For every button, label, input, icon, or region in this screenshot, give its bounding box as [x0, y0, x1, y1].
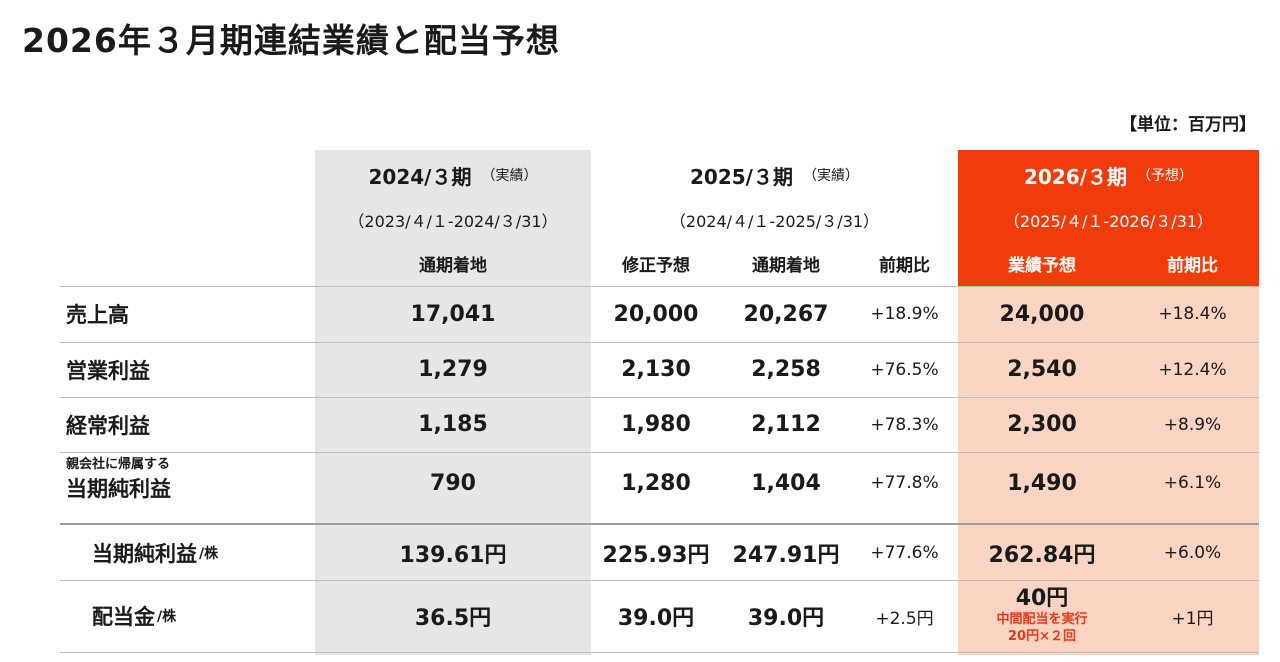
fy2026-col-yoy: 前期比	[1167, 255, 1218, 276]
row-label-ordinary-profit: 経常利益	[66, 413, 150, 438]
eps-fy2025-actual: 247.91円	[732, 542, 840, 568]
dividend-fy2026-yoy: +1円	[1171, 608, 1214, 629]
fy2026-year: 2026/３期	[1024, 164, 1127, 189]
eps-fy2026-yoy: +6.0%	[1163, 542, 1222, 563]
net-fy2026-yoy: +6.1%	[1163, 473, 1222, 493]
eps-fy2025-revised: 225.93円	[602, 542, 710, 568]
fy2024-year-header: 2024/３期 （実績）	[315, 150, 591, 200]
fy2024-period: （2023/４/１-2024/３/31）	[348, 212, 558, 231]
unit-label: 【単位：百万円】	[1120, 115, 1256, 135]
fy2024-year: 2024/３期	[368, 164, 472, 189]
net-fy2026-forecast: 1,490	[1007, 470, 1077, 496]
dividend-fy2025-actual: 39.0円	[747, 606, 825, 631]
op-fy2026-forecast: 2,540	[1007, 357, 1077, 382]
row-label-dividend: 配当金/株	[92, 580, 176, 652]
net-fy2025-revised: 1,280	[621, 470, 691, 496]
sales-fy2025-revised: 20,000	[613, 301, 699, 327]
net-fy2024: 790	[430, 470, 476, 496]
dividend-interim-breakdown: 20円×２回	[1008, 629, 1076, 644]
ordinary-fy2025-actual: 2,112	[751, 412, 821, 437]
ordinary-fy2024: 1,185	[418, 412, 488, 437]
row-divider	[60, 452, 1259, 453]
fy2025-year-header: 2025/３期 （実績）	[591, 150, 958, 200]
fy2025-col-revised: 修正予想	[622, 255, 690, 276]
row-label-dividend-main: 配当金	[92, 605, 155, 629]
eps-fy2024: 139.61円	[399, 542, 507, 568]
fy2026-header-background	[958, 150, 1259, 286]
row-label-eps-per: /株	[199, 545, 219, 562]
row-divider	[60, 652, 1259, 653]
section-divider	[60, 523, 1259, 525]
net-fy2025-yoy: +77.8%	[870, 473, 939, 493]
dividend-fy2025-yoy: +2.5円	[875, 608, 934, 629]
sales-fy2025-actual: 20,267	[743, 301, 829, 327]
fy2026-period: （2025/４/１-2026/３/31）	[1003, 212, 1214, 231]
dividend-fy2025-revised: 39.0円	[617, 606, 695, 631]
row-label-eps: 当期純利益/株	[92, 525, 218, 580]
net-fy2025-actual: 1,404	[751, 470, 821, 496]
ordinary-fy2026-yoy: +8.9%	[1163, 414, 1222, 435]
fy2025-col-yoy: 前期比	[879, 255, 930, 276]
op-fy2025-actual: 2,258	[751, 357, 821, 382]
dividend-fy2024: 36.5円	[414, 606, 492, 631]
op-fy2025-revised: 2,130	[621, 357, 691, 382]
ordinary-fy2025-revised: 1,980	[621, 412, 691, 437]
dividend-fy2026-forecast: 40円	[1015, 586, 1069, 611]
page-title: 2026年３月期連結業績と配当予想	[22, 21, 560, 60]
dividend-fy2026-forecast-cell: 40円 中間配当を実行 20円×２回	[958, 580, 1126, 652]
eps-fy2026-forecast: 262.84円	[988, 542, 1096, 568]
sales-fy2026-yoy: +18.4%	[1158, 304, 1227, 324]
row-divider	[60, 342, 1259, 343]
row-divider	[60, 397, 1259, 398]
row-label-net-income: 親会社に帰属する 当期純利益	[66, 456, 171, 504]
dividend-interim-note: 中間配当を実行	[996, 612, 1088, 627]
fy2025-col-actual: 通期着地	[752, 255, 820, 276]
row-label-dividend-per: /株	[157, 609, 177, 625]
fy2025-period: （2024/４/１-2025/３/31）	[669, 212, 880, 231]
fy2026-year-header: 2026/３期 （予想）	[958, 150, 1259, 200]
row-label-net-income-main: 当期純利益	[66, 477, 171, 501]
sales-fy2025-yoy: +18.9%	[870, 304, 939, 324]
ordinary-fy2026-forecast: 2,300	[1007, 412, 1077, 437]
fy2025-tag: （実績）	[802, 168, 859, 184]
fy2024-column-background	[315, 150, 591, 655]
sales-fy2026-forecast: 24,000	[999, 301, 1085, 327]
sales-fy2024: 17,041	[410, 301, 496, 327]
fy2026-col-forecast: 業績予想	[1008, 255, 1076, 276]
fy2026-tag: （予想）	[1136, 168, 1193, 184]
fy2026-body-background	[958, 286, 1259, 655]
row-label-net-income-prefix: 親会社に帰属する	[66, 457, 171, 472]
row-label-eps-main: 当期純利益	[92, 541, 197, 566]
row-divider	[60, 286, 1259, 287]
row-label-operating-profit: 営業利益	[66, 358, 150, 383]
ordinary-fy2025-yoy: +78.3%	[870, 414, 939, 435]
eps-fy2025-yoy: +77.6%	[870, 542, 939, 563]
fy2024-tag: （実績）	[481, 168, 538, 184]
op-fy2026-yoy: +12.4%	[1158, 359, 1227, 380]
row-divider	[60, 580, 1259, 581]
row-label-sales: 売上高	[66, 303, 129, 327]
op-fy2025-yoy: +76.5%	[870, 359, 939, 380]
fy2025-year: 2025/３期	[690, 164, 793, 189]
op-fy2024: 1,279	[418, 357, 488, 382]
fy2024-col-actual: 通期着地	[419, 255, 487, 276]
